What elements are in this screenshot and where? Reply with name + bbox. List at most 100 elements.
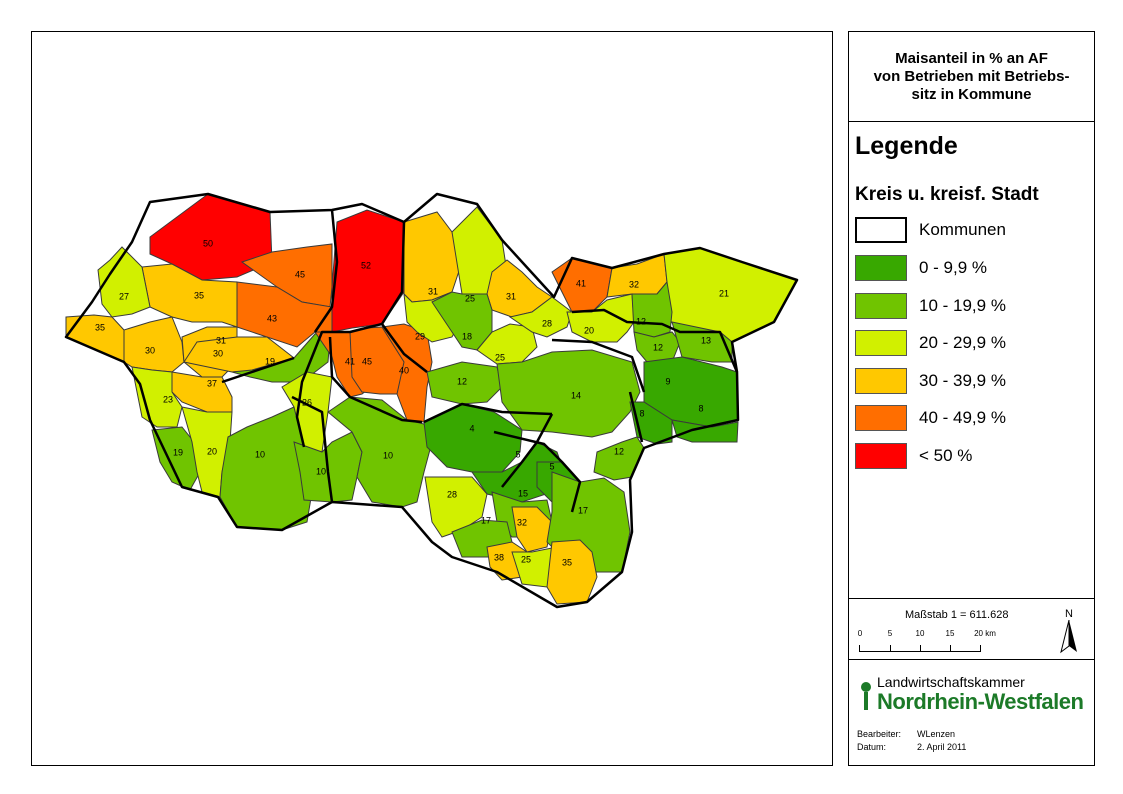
municipality-region <box>131 366 183 428</box>
region-value-label: 20 <box>207 446 217 456</box>
kreis-boundary-7 <box>501 413 554 488</box>
legend-label: 30 - 39,9 % <box>919 371 1006 390</box>
region-value-label: 32 <box>629 279 639 289</box>
region-value-label: 29 <box>415 331 425 341</box>
legend-label: 20 - 29,9 % <box>919 333 1006 352</box>
kreis-boundary-3 <box>221 356 295 384</box>
region-value-label: 28 <box>447 489 457 499</box>
legend-item: 10 - 19,9 % <box>855 293 1006 319</box>
region-value-label: 23 <box>163 394 173 404</box>
region-value-label: 5 <box>549 461 554 471</box>
north-arrow-icon <box>1060 619 1077 654</box>
region-value-label: 14 <box>571 390 581 400</box>
legend-label: 0 - 9,9 % <box>919 258 988 277</box>
legend-label: < 50 % <box>919 446 973 465</box>
region-value-label: 25 <box>465 293 475 303</box>
region-value-label: 37 <box>207 378 217 388</box>
region-value-label: 41 <box>345 356 355 366</box>
region-value-label: 9 <box>665 376 670 386</box>
region-value-label: 40 <box>399 365 409 375</box>
region-value-label: 19 <box>173 447 183 457</box>
region-value-label: 12 <box>614 446 624 456</box>
legend-subheading: Kreis u. kreisf. Stadt <box>855 184 1039 205</box>
scale-tick-label: 0 <box>857 629 863 638</box>
kreis-boundary-9 <box>291 395 334 503</box>
municipality-region <box>671 419 739 443</box>
editor-value: WLenzen <box>917 729 956 739</box>
kreis-boundary-6 <box>423 402 553 424</box>
legend-swatch <box>855 255 907 281</box>
municipality-region <box>151 426 201 491</box>
region-value-label: 15 <box>518 488 528 498</box>
editor-row: Bearbeiter: WLenzen <box>857 729 955 739</box>
legend-swatch <box>855 443 907 469</box>
legend-swatch <box>855 217 907 243</box>
logo-line-1: Landwirtschaftskammer <box>877 674 1025 690</box>
region-value-label: 10 <box>316 466 326 476</box>
kreis-boundary-2 <box>295 221 406 448</box>
region-value-label: 35 <box>562 557 572 567</box>
municipality-region <box>424 476 488 538</box>
region-value-label: 27 <box>119 291 129 301</box>
scale-tick-label: 15 <box>945 629 955 638</box>
scale-bar <box>859 645 981 652</box>
map-frame: 50 52 45 43 35 27 35 30 31 37 23 30 19 20 19 10 26 10 41 45… <box>31 31 833 766</box>
municipality-region <box>566 293 635 343</box>
legend-item: 40 - 49,9 % <box>855 405 1006 431</box>
region-value-label: 18 <box>462 331 472 341</box>
municipality-region <box>327 396 433 508</box>
region-value-label: 45 <box>362 356 372 366</box>
region-value-label: 31 <box>428 286 438 296</box>
scale-tick-label: 10 <box>915 629 925 638</box>
kreis-boundary-5 <box>380 323 428 373</box>
north-arrow: N <box>1059 608 1079 656</box>
municipality-region <box>141 263 238 328</box>
legend-label: 10 - 19,9 % <box>919 296 1006 315</box>
region-value-label: 38 <box>494 552 504 562</box>
legend-swatch <box>855 405 907 431</box>
region-value-label: 26 <box>302 397 312 407</box>
municipality-region <box>97 246 151 318</box>
title-line-2: von Betrieben mit Betriebs- <box>873 68 1070 85</box>
region-value-label: 10 <box>383 450 393 460</box>
logo-line-2: Nordrhein-Westfalen <box>877 689 1084 714</box>
municipality-region <box>633 331 681 363</box>
municipality-region <box>546 539 598 605</box>
region-value-label: 25 <box>521 554 531 564</box>
legend-swatch <box>855 368 907 394</box>
scale-tick-label: 5 <box>887 629 893 638</box>
region-value-label: 10 <box>255 449 265 459</box>
title-line-1: Maisanteil in % an AF <box>895 50 1048 67</box>
region-value-label: 43 <box>267 313 277 323</box>
region-value-label: 17 <box>481 515 491 525</box>
lwk-logo: Landwirtschaftskammer Nordrhein-Westfale… <box>859 674 1089 714</box>
municipality-region <box>219 406 313 531</box>
kreis-boundary-1 <box>313 209 339 333</box>
municipality-region <box>511 506 553 553</box>
region-value-label: 45 <box>295 269 305 279</box>
logo-leaf-icon <box>861 682 871 710</box>
municipality-region <box>331 209 405 333</box>
municipality-region <box>426 361 503 405</box>
region-value-label: 50 <box>203 238 213 248</box>
legend-item: 20 - 29,9 % <box>855 330 1006 356</box>
kreis-boundary-outline <box>64 192 799 609</box>
municipality-region <box>123 316 185 373</box>
kreis-boundary-8 <box>493 430 582 513</box>
region-value-label: 4 <box>469 423 474 433</box>
legend-item: 0 - 9,9 % <box>855 255 987 281</box>
legend-swatch <box>855 293 907 319</box>
region-value-label: 30 <box>213 348 223 358</box>
legend-panel: Maisanteil in % an AF von Betrieben mit … <box>848 31 1095 766</box>
region-value-label: 21 <box>719 288 729 298</box>
kreis-boundary-12 <box>551 338 646 393</box>
editor-label: Bearbeiter: <box>857 729 902 739</box>
kreis-boundary-4 <box>328 336 423 424</box>
date-row: Datum: 2. April 2011 <box>857 742 966 752</box>
region-value-label: 28 <box>542 318 552 328</box>
region-value-label: 19 <box>265 356 275 366</box>
region-value-label: 20 <box>584 325 594 335</box>
legend-item: 30 - 39,9 % <box>855 368 1006 394</box>
region-value-label: 30 <box>145 345 155 355</box>
